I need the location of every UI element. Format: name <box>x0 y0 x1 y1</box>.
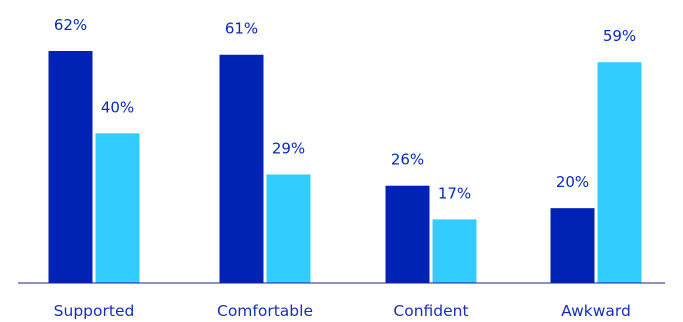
category-label-supported: Supported <box>54 302 135 320</box>
bar-awkward-series-1 <box>550 208 595 283</box>
bar-awkward-series-2 <box>597 62 642 284</box>
value-labels-group: 62% 40% 61% 29% 26% 17% 20% 59% <box>54 16 636 202</box>
value-label-awkward-series-1: 20% <box>556 173 589 191</box>
value-label-comfortable-series-2: 29% <box>272 139 305 157</box>
category-label-comfortable: Comfortable <box>217 302 313 320</box>
value-label-supported-series-1: 62% <box>54 16 87 34</box>
value-label-supported-series-2: 40% <box>101 98 134 116</box>
category-label-awkward: Awkward <box>561 302 631 320</box>
bar-supported-series-1 <box>48 51 93 283</box>
value-label-awkward-series-2: 59% <box>603 27 636 45</box>
bar-supported-series-2 <box>95 133 140 283</box>
bar-confident-series-1 <box>385 185 430 283</box>
category-label-confident: Confident <box>393 302 468 320</box>
bars-group <box>48 51 642 284</box>
bar-comfortable-series-2 <box>266 174 311 283</box>
value-label-confident-series-2: 17% <box>438 184 471 202</box>
bar-comfortable-series-1 <box>219 54 264 283</box>
category-labels-group: Supported Comfortable Confident Awkward <box>54 302 631 320</box>
value-label-comfortable-series-1: 61% <box>225 20 258 38</box>
bar-confident-series-2 <box>432 219 477 283</box>
value-label-confident-series-1: 26% <box>391 151 424 169</box>
